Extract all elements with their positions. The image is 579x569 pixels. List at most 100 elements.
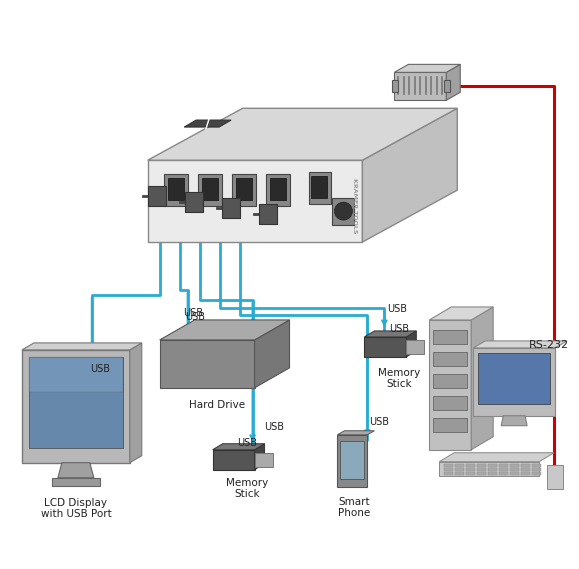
Polygon shape bbox=[501, 416, 527, 426]
Polygon shape bbox=[201, 178, 218, 200]
Polygon shape bbox=[364, 331, 416, 337]
Polygon shape bbox=[148, 160, 362, 242]
Polygon shape bbox=[547, 465, 563, 489]
Polygon shape bbox=[473, 348, 555, 416]
Polygon shape bbox=[433, 374, 467, 388]
Polygon shape bbox=[433, 352, 467, 366]
Polygon shape bbox=[364, 337, 406, 357]
Polygon shape bbox=[52, 478, 100, 486]
Polygon shape bbox=[439, 461, 539, 476]
Polygon shape bbox=[455, 472, 464, 475]
Polygon shape bbox=[212, 450, 255, 469]
Polygon shape bbox=[478, 353, 550, 404]
Polygon shape bbox=[521, 468, 530, 471]
Polygon shape bbox=[160, 340, 255, 388]
Polygon shape bbox=[477, 464, 486, 467]
Polygon shape bbox=[521, 472, 530, 475]
Text: Hard Drive: Hard Drive bbox=[189, 400, 245, 410]
Polygon shape bbox=[255, 444, 265, 469]
Polygon shape bbox=[362, 108, 457, 242]
Polygon shape bbox=[466, 472, 475, 475]
Polygon shape bbox=[455, 464, 464, 467]
Polygon shape bbox=[338, 431, 375, 435]
Polygon shape bbox=[406, 340, 424, 354]
Polygon shape bbox=[29, 357, 123, 448]
Polygon shape bbox=[477, 468, 486, 471]
Polygon shape bbox=[393, 80, 398, 92]
Polygon shape bbox=[185, 192, 203, 212]
Polygon shape bbox=[444, 464, 453, 467]
Polygon shape bbox=[444, 468, 453, 471]
Polygon shape bbox=[532, 468, 541, 471]
Polygon shape bbox=[444, 80, 450, 92]
Polygon shape bbox=[255, 320, 290, 388]
Polygon shape bbox=[499, 464, 508, 467]
Polygon shape bbox=[312, 176, 328, 198]
Polygon shape bbox=[236, 178, 252, 200]
Polygon shape bbox=[148, 186, 166, 206]
Polygon shape bbox=[270, 178, 285, 200]
Polygon shape bbox=[429, 320, 471, 450]
Polygon shape bbox=[259, 204, 277, 224]
Polygon shape bbox=[439, 453, 554, 461]
Polygon shape bbox=[455, 468, 464, 471]
Text: USB: USB bbox=[369, 417, 390, 427]
Text: RS-232: RS-232 bbox=[529, 340, 569, 350]
Polygon shape bbox=[22, 343, 142, 350]
Circle shape bbox=[335, 202, 353, 220]
Polygon shape bbox=[488, 468, 497, 471]
Polygon shape bbox=[471, 307, 493, 450]
Polygon shape bbox=[532, 472, 541, 475]
Polygon shape bbox=[340, 441, 364, 479]
Polygon shape bbox=[433, 396, 467, 410]
Polygon shape bbox=[521, 464, 530, 467]
Text: KRAMER TOOLS: KRAMER TOOLS bbox=[352, 178, 357, 234]
Text: Memory
Stick: Memory Stick bbox=[378, 368, 420, 389]
Text: USB: USB bbox=[265, 422, 284, 432]
Polygon shape bbox=[310, 172, 331, 204]
Polygon shape bbox=[466, 464, 475, 467]
Polygon shape bbox=[160, 320, 290, 340]
Polygon shape bbox=[406, 331, 416, 357]
Polygon shape bbox=[184, 120, 231, 127]
Text: Memory
Stick: Memory Stick bbox=[226, 478, 269, 499]
Polygon shape bbox=[332, 198, 354, 225]
Polygon shape bbox=[473, 341, 567, 348]
Polygon shape bbox=[232, 174, 255, 206]
Polygon shape bbox=[446, 64, 460, 100]
Polygon shape bbox=[499, 468, 508, 471]
Polygon shape bbox=[433, 330, 467, 344]
Polygon shape bbox=[29, 357, 123, 392]
Polygon shape bbox=[255, 453, 273, 467]
Text: /: / bbox=[204, 117, 210, 130]
Polygon shape bbox=[164, 174, 188, 206]
Polygon shape bbox=[499, 472, 508, 475]
Polygon shape bbox=[466, 468, 475, 471]
Text: LCD Display
with USB Port: LCD Display with USB Port bbox=[41, 498, 111, 519]
Text: USB: USB bbox=[237, 438, 258, 448]
Polygon shape bbox=[477, 472, 486, 475]
Text: USB: USB bbox=[387, 304, 408, 314]
Polygon shape bbox=[212, 444, 265, 450]
Polygon shape bbox=[488, 472, 497, 475]
Polygon shape bbox=[488, 464, 497, 467]
Text: USB: USB bbox=[389, 324, 409, 334]
Polygon shape bbox=[433, 418, 467, 432]
Polygon shape bbox=[22, 350, 130, 463]
Polygon shape bbox=[130, 343, 142, 463]
Polygon shape bbox=[148, 108, 457, 160]
Polygon shape bbox=[168, 178, 184, 200]
Polygon shape bbox=[444, 472, 453, 475]
Polygon shape bbox=[222, 198, 240, 218]
Polygon shape bbox=[510, 472, 519, 475]
Polygon shape bbox=[266, 174, 290, 206]
Text: Smart
Phone: Smart Phone bbox=[338, 497, 371, 518]
Polygon shape bbox=[510, 464, 519, 467]
Text: USB: USB bbox=[185, 312, 205, 322]
Text: USB: USB bbox=[90, 364, 110, 374]
Polygon shape bbox=[532, 464, 541, 467]
Polygon shape bbox=[394, 64, 460, 72]
Polygon shape bbox=[394, 72, 446, 100]
Polygon shape bbox=[429, 307, 493, 320]
Text: USB: USB bbox=[183, 308, 203, 318]
